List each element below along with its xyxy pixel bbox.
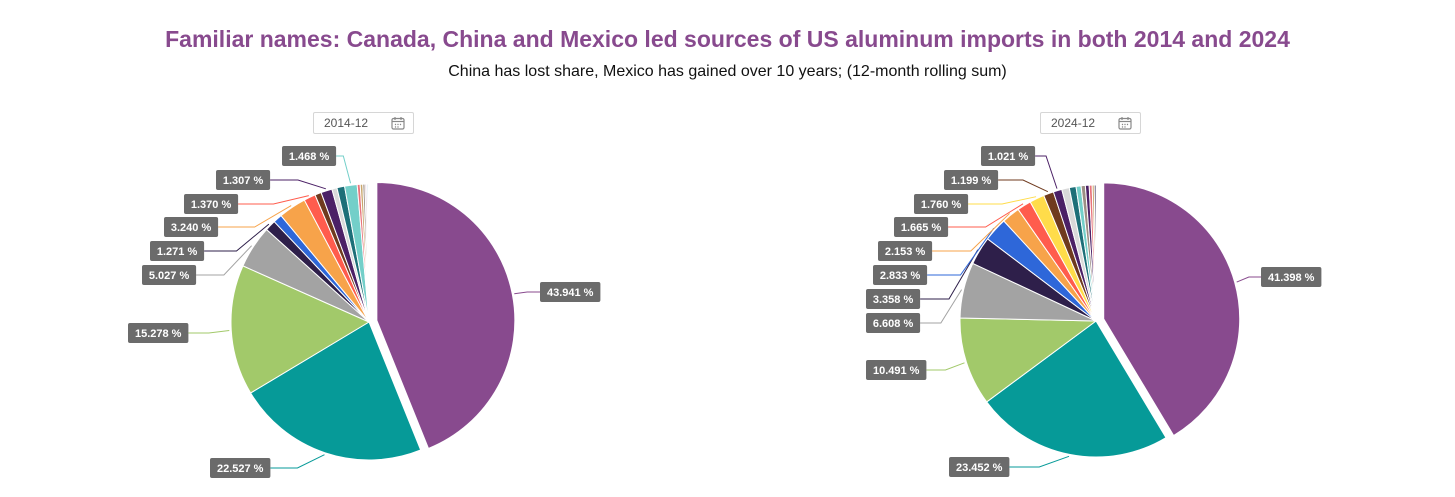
leader-line [926,362,965,371]
data-label-box [184,194,239,214]
data-label-box [981,146,1036,166]
chart-title: Familiar names: Canada, China and Mexico… [165,26,1290,52]
data-label-box [866,313,921,333]
data-label-box [216,170,271,190]
data-label: 6.608 % [873,318,914,330]
pie-slice[interactable] [1103,182,1241,437]
pie-slice[interactable] [249,321,422,461]
data-label-box [894,217,949,237]
pie-slice[interactable] [230,265,371,394]
leader-line [218,205,292,228]
data-label: 1.307 % [223,175,264,187]
leader-line [920,289,963,324]
data-label-box [150,241,205,261]
pie-slice[interactable] [959,317,1098,403]
date-picker-value: 2024-12 [1051,116,1096,130]
data-label: 1.271 % [157,246,198,258]
data-label-box [210,458,271,478]
calendar-icon [1118,117,1132,130]
pie-chart-2024-12: 41.398 % 23.452 % 10.491 % 6.608 % 3.358 % 2.… [866,146,1322,477]
data-label-box [540,282,601,302]
leader-line [270,454,325,469]
data-label: 1.760 % [921,199,962,211]
data-label: 1.370 % [191,199,232,211]
leader-line [514,291,540,295]
data-label: 3.240 % [171,222,212,234]
calendar-icon [391,117,405,130]
date-picker-value: 2014-12 [324,116,369,130]
data-label: 43.941 % [547,287,594,299]
leader-line [968,196,1037,205]
leader-line [998,179,1049,193]
data-label-box [142,265,197,285]
pie-slice[interactable] [1093,184,1097,322]
data-label: 23.452 % [956,462,1003,474]
leader-line [336,155,352,184]
data-label: 15.278 % [135,328,182,340]
date-picker-2024[interactable]: 2024-12 [1040,112,1141,134]
pie-slice[interactable] [376,181,516,450]
data-label-box [873,265,928,285]
leader-line [1009,455,1070,468]
data-label-box [128,323,189,343]
data-label-box [878,241,933,261]
data-label: 2.153 % [885,246,926,258]
pie-chart-2014-12: 43.941 % 22.527 % 15.278 % 5.027 % 1.271 % 3.… [128,146,601,478]
leader-line [196,245,252,276]
data-label: 41.398 % [1268,272,1315,284]
data-label: 1.021 % [988,151,1029,163]
data-label: 2.833 % [880,270,921,282]
leader-line [238,195,309,205]
leader-line [948,203,1024,228]
data-label-box [866,360,927,380]
pie-slice[interactable] [367,183,370,323]
leader-line [1236,276,1261,283]
leader-line [270,179,327,190]
data-label: 5.027 % [149,270,190,282]
leader-line [920,249,979,300]
data-label: 22.527 % [217,463,264,475]
data-label: 1.468 % [289,151,330,163]
data-label-box [1261,267,1322,287]
pie-slice[interactable] [985,320,1167,458]
date-picker-2014[interactable]: 2014-12 [313,112,414,134]
leader-line [1035,155,1058,189]
data-label-box [949,457,1010,477]
leader-line [188,329,230,334]
data-label-box [866,289,921,309]
leader-line [204,223,270,252]
data-label: 1.199 % [951,175,992,187]
data-label-box [164,217,219,237]
leader-line [932,213,1010,252]
data-label-box [282,146,337,166]
data-label-box [914,194,969,214]
data-label-box [944,170,999,190]
data-label: 10.491 % [873,365,920,377]
data-label: 3.358 % [873,294,914,306]
chart-subtitle: China has lost share, Mexico has gained … [448,63,1007,80]
leader-line [927,227,995,276]
data-label: 1.665 % [901,222,942,234]
